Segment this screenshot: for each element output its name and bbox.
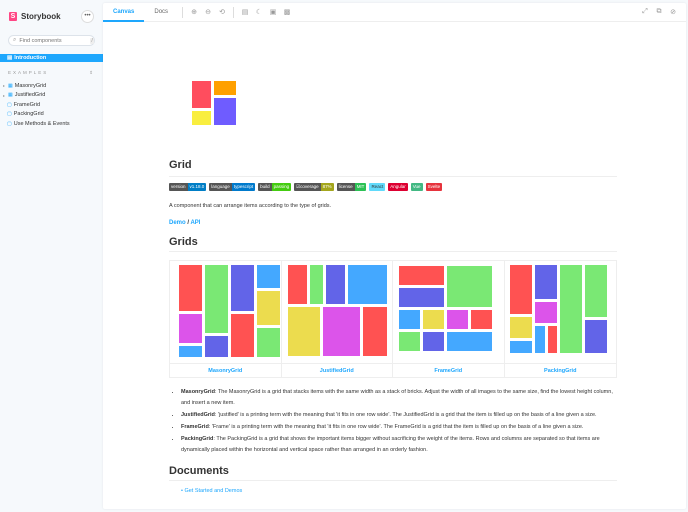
sidebar-item-framegrid[interactable]: ▢ FrameGrid xyxy=(7,101,41,108)
component-icon: ▦ xyxy=(8,82,13,89)
divider xyxy=(233,6,235,18)
card-label[interactable]: FrameGrid xyxy=(393,363,504,377)
page-title: Grid xyxy=(169,159,617,177)
card-packinggrid[interactable]: PackingGrid xyxy=(504,261,616,377)
toolbar: Canvas Docs ⊕ ⊖ ⟲ ▤ ☾ ▣ ▩ ⤢ ⧉ ⊘ xyxy=(103,3,686,22)
list-item: JustifiedGrid: 'justified' is a printing… xyxy=(181,410,619,421)
sidebar-item-masonrygrid[interactable]: ▸ ▦ MasonryGrid xyxy=(3,82,47,89)
badge-svelte[interactable]: Svelte xyxy=(425,183,443,191)
caret-right-icon: ▸ xyxy=(3,83,6,89)
ellipsis-icon[interactable]: ••• xyxy=(81,9,94,23)
storybook-logo-icon: S xyxy=(9,11,17,21)
zoom-out-icon[interactable]: ⊖ xyxy=(205,9,211,16)
tab-canvas[interactable]: Canvas xyxy=(103,3,145,22)
badge-build[interactable]: build passing xyxy=(258,183,292,191)
logo-block-yellow xyxy=(192,111,211,125)
bookmark-icon: ▢ xyxy=(7,111,12,118)
sidebar-list: ▸ ▦ MasonryGrid ▸ ▦ JustifiedGrid ▢ Fram… xyxy=(0,81,103,129)
badges: version v1.18.0 language typescript build p… xyxy=(169,183,686,191)
documents-heading: Documents xyxy=(169,465,617,481)
sidebar-item-packinggrid[interactable]: ▢ PackingGrid xyxy=(7,111,44,118)
section-examples[interactable]: EXAMPLES ⇕ xyxy=(8,70,95,75)
copy-link-icon[interactable]: ⊘ xyxy=(670,9,676,16)
fullscreen-icon[interactable]: ⤢ xyxy=(642,8,648,15)
card-justifiedgrid[interactable]: JustifiedGrid xyxy=(281,261,393,377)
tab-docs[interactable]: Docs xyxy=(154,8,169,15)
badge-angular[interactable]: Angular xyxy=(388,183,408,191)
description: A component that can arrange items accor… xyxy=(169,203,332,209)
masonrygrid-preview xyxy=(170,261,281,363)
search-box[interactable]: ⌕ / xyxy=(8,35,95,46)
grid-cards: MasonryGrid JustifiedGrid xyxy=(169,260,617,378)
sidebar: S Storybook ••• ⌕ / ▤ Introduction EXAMP… xyxy=(0,0,103,512)
expand-collapse-icon[interactable]: ⇕ xyxy=(89,70,95,75)
list-item: FrameGrid: 'Frame' is a printing term wi… xyxy=(181,422,619,433)
doc-links: Demo / API xyxy=(169,220,201,226)
badge-version[interactable]: version v1.18.0 xyxy=(169,183,207,191)
zoom-reset-icon[interactable]: ⟲ xyxy=(219,9,225,16)
search-icon: ⌕ xyxy=(13,37,17,43)
sidebar-item-justifiedgrid[interactable]: ▸ ▦ JustifiedGrid xyxy=(3,92,46,99)
packinggrid-preview xyxy=(505,261,616,363)
brand-name[interactable]: Storybook xyxy=(21,11,61,21)
outline-icon[interactable]: ▩ xyxy=(283,9,291,16)
sidebar-item-introduction[interactable]: ▤ Introduction xyxy=(0,54,103,62)
badge-react[interactable]: React xyxy=(369,183,386,191)
card-framegrid[interactable]: FrameGrid xyxy=(393,261,505,377)
logo-block-red xyxy=(192,81,211,108)
badge-vue[interactable]: Vue xyxy=(410,183,423,191)
grids-heading: Grids xyxy=(169,236,617,252)
search-input[interactable] xyxy=(19,37,91,44)
grid-icon[interactable]: ▣ xyxy=(269,9,277,16)
card-label[interactable]: MasonryGrid xyxy=(170,363,281,377)
card-masonrygrid[interactable]: MasonryGrid xyxy=(170,261,282,377)
component-icon: ▦ xyxy=(8,92,13,99)
divider xyxy=(182,6,184,18)
badge-license[interactable]: license MIT xyxy=(336,183,367,191)
badge-coverage[interactable]: ☑coverage 87% xyxy=(294,183,334,191)
card-label[interactable]: PackingGrid xyxy=(504,363,616,377)
badge-language[interactable]: language typescript xyxy=(209,183,256,191)
shortcut-hint: / xyxy=(90,37,94,44)
demo-link[interactable]: Demo xyxy=(169,220,186,226)
document-icon: ▤ xyxy=(7,55,13,61)
justifiedgrid-preview xyxy=(282,261,393,363)
preview-panel: Canvas Docs ⊕ ⊖ ⟲ ▤ ☾ ▣ ▩ ⤢ ⧉ ⊘ xyxy=(103,3,686,509)
background-icon[interactable]: ▤ xyxy=(241,9,249,16)
grid-descriptions: MasonryGrid: The MasonryGrid is a grid t… xyxy=(181,387,619,456)
api-link[interactable]: API xyxy=(190,220,201,226)
list-item: MasonryGrid: The MasonryGrid is a grid t… xyxy=(181,387,619,409)
bookmark-icon: ▢ xyxy=(7,120,12,127)
list-item: PackingGrid: The PackingGrid is a grid t… xyxy=(181,434,619,456)
framegrid-preview xyxy=(393,261,504,363)
docs-content: Grid version v1.18.0 language typescript b… xyxy=(103,81,686,494)
logo-block-orange xyxy=(214,81,236,95)
brand: S Storybook ••• xyxy=(0,8,103,24)
bookmark-icon: ▢ xyxy=(7,101,12,108)
caret-right-icon: ▸ xyxy=(3,92,6,98)
new-tab-icon[interactable]: ⧉ xyxy=(656,8,662,15)
card-label[interactable]: JustifiedGrid xyxy=(281,363,392,377)
logo-block-purple xyxy=(214,98,236,125)
grid-logo xyxy=(192,81,238,127)
zoom-in-icon[interactable]: ⊕ xyxy=(191,9,197,16)
get-started-link[interactable]: • Get Started and Demos xyxy=(181,488,243,494)
sidebar-item-use-methods-events[interactable]: ▢ Use Methods & Events xyxy=(7,120,70,127)
theme-icon[interactable]: ☾ xyxy=(255,9,263,16)
